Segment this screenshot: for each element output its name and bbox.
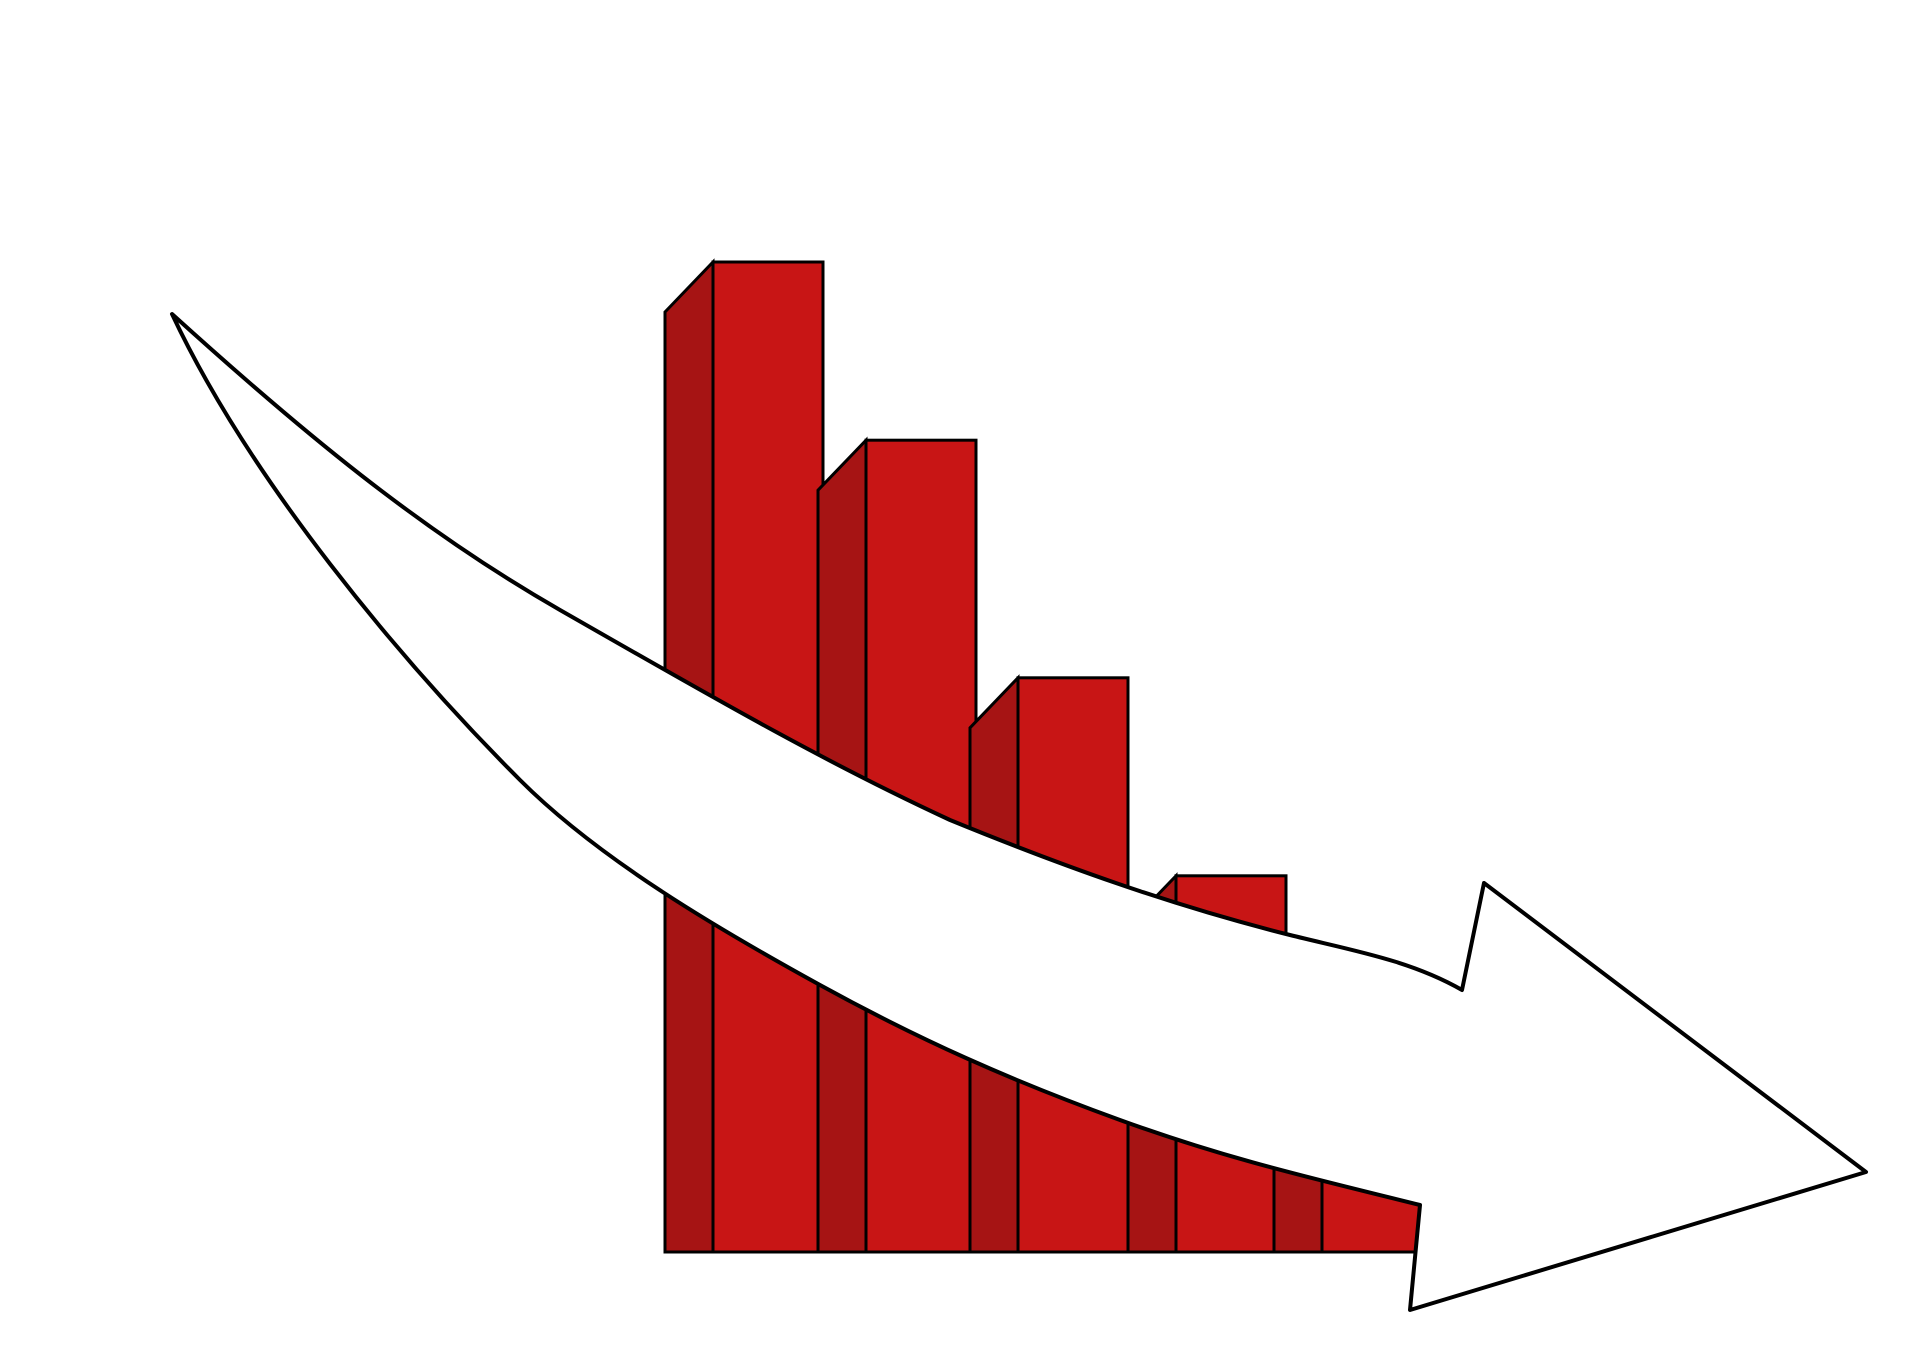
downward-trend-arrow-icon — [170, 312, 1868, 1312]
